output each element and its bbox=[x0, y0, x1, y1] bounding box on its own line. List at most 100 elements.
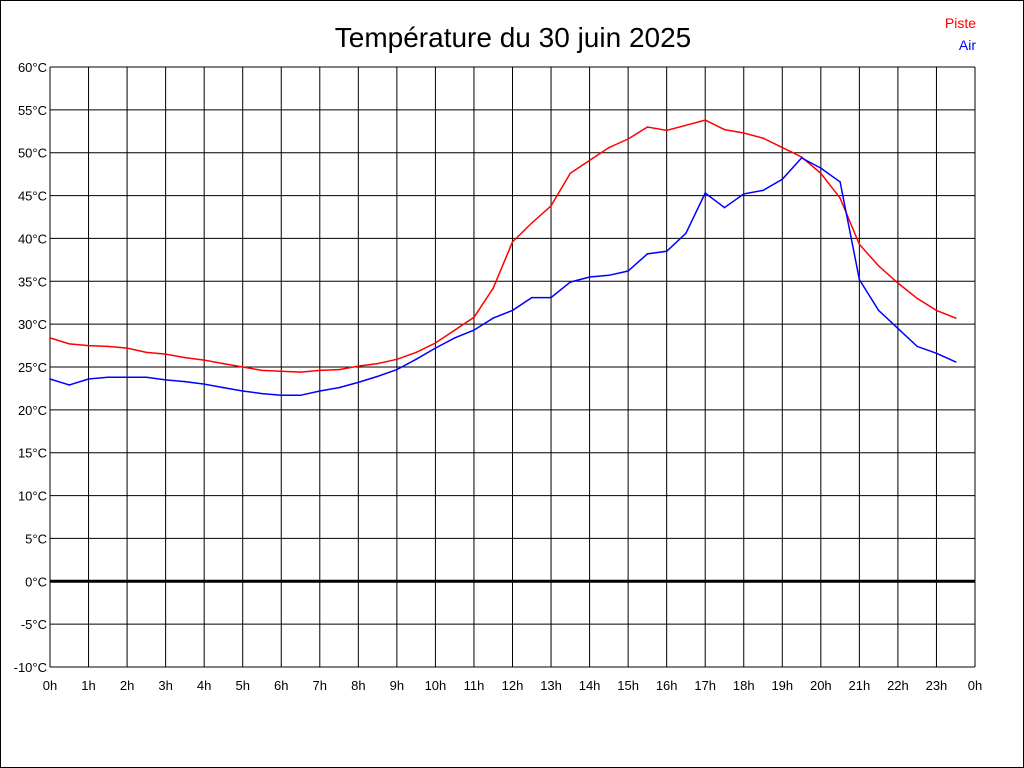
grid bbox=[49, 66, 976, 668]
data-point-piste bbox=[916, 297, 918, 300]
x-axis-ticks: 0h 1h 2h 3h 4h 5h 6h 7h 8h 9h 10h 11h 12h 13h 14h 15h 16… bbox=[43, 678, 982, 693]
y-tick-label: 25°C bbox=[18, 360, 47, 375]
x-tick-label: 0h bbox=[968, 678, 982, 693]
data-point-air bbox=[299, 394, 302, 397]
data-point-piste bbox=[68, 343, 71, 345]
data-point-piste bbox=[685, 124, 687, 127]
data-point-piste bbox=[415, 351, 417, 354]
x-tick-label: 13h bbox=[540, 678, 562, 693]
data-point-air bbox=[723, 206, 726, 209]
y-tick-label: 50°C bbox=[18, 146, 47, 161]
x-tick-label: 5h bbox=[235, 678, 249, 693]
x-tick-label: 22h bbox=[887, 678, 909, 693]
data-point-air bbox=[415, 358, 417, 361]
data-point-air bbox=[839, 181, 841, 183]
data-point-air bbox=[107, 376, 109, 379]
data-point-air bbox=[164, 379, 167, 381]
data-point-piste bbox=[723, 128, 726, 131]
data-point-air bbox=[935, 352, 938, 355]
data-point-piste bbox=[646, 126, 649, 128]
legend: Piste Air bbox=[945, 15, 976, 53]
data-point-piste bbox=[935, 309, 938, 312]
data-point-piste bbox=[665, 129, 668, 132]
y-tick-label: 0°C bbox=[25, 574, 47, 589]
data-point-air bbox=[916, 345, 918, 348]
data-point-air bbox=[203, 383, 205, 385]
x-tick-label: 8h bbox=[351, 678, 365, 693]
series-lines bbox=[49, 119, 957, 397]
data-point-piste bbox=[704, 119, 707, 121]
data-point-air bbox=[897, 327, 899, 330]
data-point-air bbox=[492, 317, 495, 319]
data-point-air bbox=[184, 380, 186, 383]
data-point-air bbox=[222, 386, 225, 389]
data-point-piste bbox=[858, 243, 861, 246]
data-point-piste bbox=[781, 146, 784, 149]
data-point-piste bbox=[511, 241, 514, 243]
data-point-air bbox=[704, 192, 707, 194]
data-point-air bbox=[820, 167, 822, 169]
data-point-piste bbox=[261, 369, 263, 372]
x-tick-label: 12h bbox=[502, 678, 524, 693]
x-tick-label: 9h bbox=[390, 678, 404, 693]
data-point-piste bbox=[954, 317, 957, 319]
x-tick-label: 17h bbox=[694, 678, 716, 693]
data-point-air bbox=[781, 178, 784, 181]
data-point-piste bbox=[627, 138, 629, 140]
data-point-piste bbox=[145, 351, 148, 354]
data-point-piste bbox=[87, 344, 90, 347]
y-tick-label: -10°C bbox=[14, 660, 47, 675]
data-point-piste bbox=[164, 353, 167, 355]
data-point-air bbox=[800, 157, 803, 159]
y-tick-label: 35°C bbox=[18, 274, 47, 289]
data-point-piste bbox=[107, 345, 109, 348]
data-point-piste bbox=[550, 205, 552, 207]
data-point-air bbox=[588, 276, 591, 278]
data-point-piste bbox=[126, 347, 128, 349]
y-tick-label: 5°C bbox=[25, 531, 47, 546]
data-point-air bbox=[685, 232, 687, 235]
y-tick-label: 40°C bbox=[18, 231, 47, 246]
data-point-air bbox=[665, 250, 668, 253]
x-tick-label: 14h bbox=[579, 678, 601, 693]
data-point-air bbox=[550, 296, 552, 299]
data-point-piste bbox=[338, 368, 340, 371]
y-tick-label: 45°C bbox=[18, 189, 47, 204]
data-point-air bbox=[280, 394, 283, 397]
x-tick-label: 11h bbox=[464, 678, 485, 693]
data-point-air bbox=[627, 270, 629, 272]
x-tick-label: 6h bbox=[274, 678, 288, 693]
data-point-piste bbox=[299, 371, 302, 373]
x-tick-label: 10h bbox=[425, 678, 447, 693]
data-point-air bbox=[434, 347, 437, 349]
y-tick-label: 55°C bbox=[18, 103, 47, 118]
data-point-air bbox=[126, 376, 128, 379]
y-axis-ticks: -10°C -5°C 0°C 5°C 10°C 15°C 20°C 25°C 30°C 35°C 4… bbox=[14, 60, 47, 675]
x-tick-label: 15h bbox=[617, 678, 639, 693]
data-point-air bbox=[877, 309, 880, 312]
data-point-air bbox=[241, 390, 244, 392]
data-point-piste bbox=[839, 197, 841, 199]
data-point-air bbox=[954, 361, 957, 363]
x-tick-label: 23h bbox=[926, 678, 948, 693]
data-point-piste bbox=[492, 287, 495, 289]
data-point-piste bbox=[434, 342, 437, 344]
x-tick-label: 7h bbox=[313, 678, 327, 693]
data-point-piste bbox=[742, 132, 745, 134]
data-point-air bbox=[453, 337, 456, 339]
data-point-air bbox=[87, 378, 90, 380]
legend-entry-air: Air bbox=[959, 37, 976, 53]
series-line-piste bbox=[49, 119, 956, 373]
x-tick-label: 20h bbox=[810, 678, 832, 693]
y-tick-label: 30°C bbox=[18, 317, 47, 332]
y-tick-label: 10°C bbox=[18, 489, 47, 504]
data-point-piste bbox=[376, 362, 379, 365]
y-tick-label: -5°C bbox=[21, 617, 47, 632]
data-point-piste bbox=[241, 366, 244, 368]
data-point-piste bbox=[222, 362, 225, 365]
data-point-air bbox=[49, 378, 51, 380]
x-tick-label: 18h bbox=[733, 678, 755, 693]
data-point-air bbox=[68, 384, 71, 386]
